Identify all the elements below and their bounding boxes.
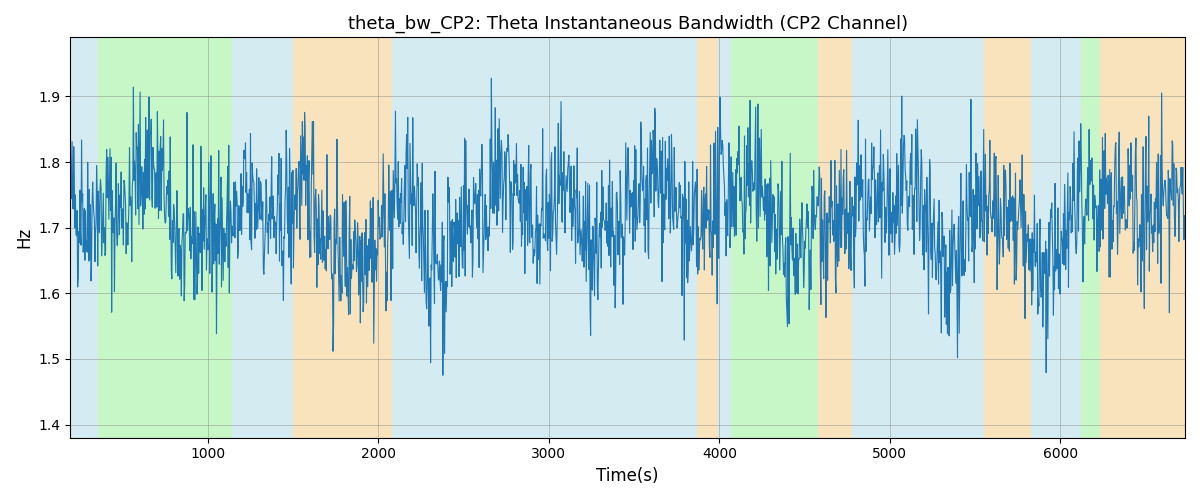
Bar: [392, 38, 697, 438]
Bar: [818, 38, 852, 438]
Bar: [1081, 38, 1099, 438]
Bar: [293, 38, 392, 438]
Y-axis label: Hz: Hz: [14, 227, 32, 248]
Bar: [71, 38, 97, 438]
X-axis label: Time(s): Time(s): [596, 467, 659, 485]
Bar: [718, 38, 731, 438]
Bar: [97, 38, 232, 438]
Bar: [984, 38, 1032, 438]
Bar: [697, 38, 718, 438]
Bar: [1032, 38, 1081, 438]
Bar: [852, 38, 984, 438]
Title: theta_bw_CP2: Theta Instantaneous Bandwidth (CP2 Channel): theta_bw_CP2: Theta Instantaneous Bandwi…: [348, 15, 907, 34]
Bar: [731, 38, 818, 438]
Bar: [1099, 38, 1186, 438]
Bar: [232, 38, 293, 438]
